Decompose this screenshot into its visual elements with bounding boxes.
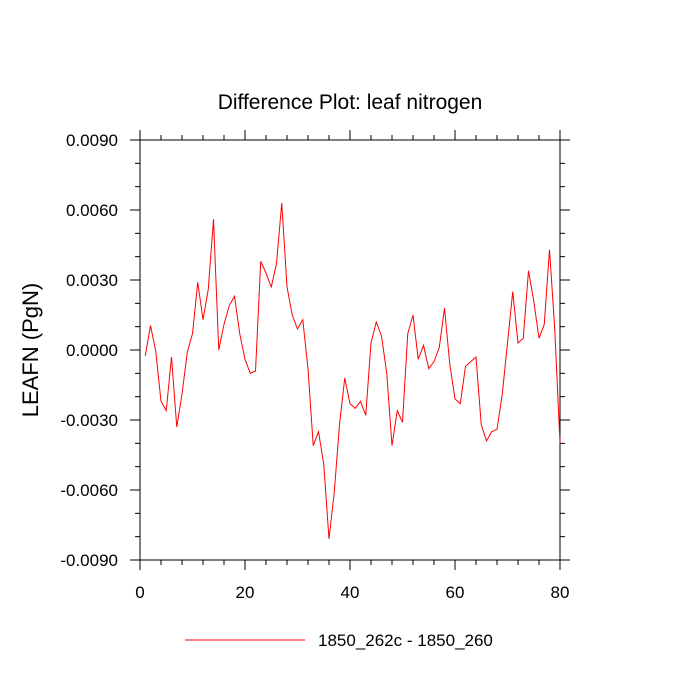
y-axis-label: LEAFN (PgN) bbox=[18, 283, 43, 417]
y-tick-label: 0.0030 bbox=[66, 271, 118, 290]
plot-frame bbox=[139, 139, 561, 561]
y-tick-label: 0.0090 bbox=[66, 131, 118, 150]
x-tick-label: 0 bbox=[135, 583, 144, 602]
y-tick-label: -0.0060 bbox=[60, 481, 118, 500]
legend-label: 1850_262c - 1850_260 bbox=[318, 631, 493, 650]
x-tick-label: 40 bbox=[341, 583, 360, 602]
series-line bbox=[144, 202, 561, 540]
axis-tick-labels: 0 20 40 60 80 0.0090 0.0060 0.0030 0.0000 -0.0030… bbox=[60, 131, 569, 602]
x-tick-label: 20 bbox=[236, 583, 255, 602]
y-tick-label: -0.0090 bbox=[60, 551, 118, 570]
plot-axes bbox=[139, 139, 561, 561]
x-tick-label: 60 bbox=[446, 583, 465, 602]
y-tick-label: -0.0030 bbox=[60, 411, 118, 430]
y-tick-label: 0.0060 bbox=[66, 201, 118, 220]
x-tick-label: 80 bbox=[551, 583, 570, 602]
chart-title: Difference Plot: leaf nitrogen bbox=[218, 91, 483, 114]
axis-ticks bbox=[130, 130, 570, 570]
series-lines bbox=[144, 202, 561, 540]
legend: 1850_262c - 1850_260 bbox=[185, 631, 493, 650]
y-tick-label: 0.0000 bbox=[66, 341, 118, 360]
